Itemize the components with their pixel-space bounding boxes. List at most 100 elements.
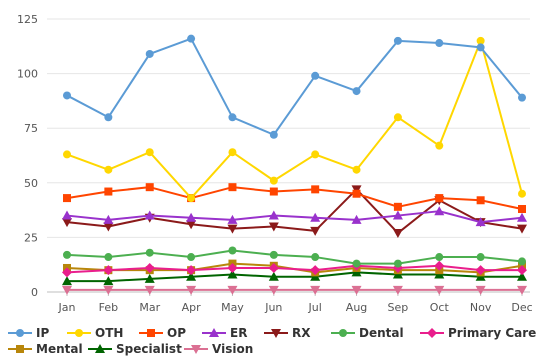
data-point-rx[interactable] — [62, 218, 72, 228]
legend-item-dental[interactable]: Dental — [331, 326, 404, 340]
data-point-op[interactable] — [145, 183, 154, 192]
data-point-ip[interactable] — [352, 87, 361, 96]
data-point-oth[interactable] — [228, 148, 237, 157]
data-point-oth[interactable] — [435, 141, 444, 150]
series-er[interactable] — [62, 206, 527, 227]
data-point-op[interactable] — [435, 194, 444, 203]
data-point-oth[interactable] — [187, 194, 196, 203]
data-point-primary-care[interactable] — [103, 265, 114, 276]
data-point-dental[interactable] — [518, 257, 526, 266]
data-point-op[interactable] — [352, 189, 361, 198]
data-point-primary-care[interactable] — [186, 265, 197, 276]
data-point-specialist[interactable] — [517, 271, 527, 281]
series-vision[interactable] — [62, 285, 527, 295]
legend-item-ip[interactable]: IP — [8, 326, 49, 340]
series-rx[interactable] — [62, 185, 527, 239]
data-point-op[interactable] — [393, 202, 402, 211]
series-dental[interactable] — [63, 246, 526, 268]
data-point-er[interactable] — [186, 212, 197, 222]
data-point-oth[interactable] — [311, 150, 320, 159]
series-ip[interactable] — [63, 34, 526, 139]
data-point-dental[interactable] — [104, 253, 113, 262]
data-point-dental[interactable] — [228, 246, 237, 255]
data-point-specialist[interactable] — [103, 276, 114, 286]
data-point-ip[interactable] — [393, 36, 402, 45]
data-point-vision[interactable] — [268, 285, 279, 295]
data-point-er[interactable] — [227, 214, 238, 224]
data-point-ip[interactable] — [228, 113, 237, 122]
data-point-er[interactable] — [392, 210, 403, 220]
data-point-vision[interactable] — [186, 285, 197, 295]
series-primary-care[interactable] — [62, 260, 527, 278]
data-point-rx[interactable] — [186, 220, 197, 230]
legend-item-primary-care[interactable]: Primary Care — [420, 326, 536, 340]
data-point-op[interactable] — [269, 187, 278, 196]
legend-item-vision[interactable]: Vision — [184, 342, 253, 356]
data-point-oth[interactable] — [476, 36, 485, 45]
data-point-rx[interactable] — [392, 229, 403, 239]
data-point-primary-care[interactable] — [310, 265, 321, 276]
data-point-primary-care[interactable] — [434, 260, 445, 271]
data-point-ip[interactable] — [435, 39, 444, 48]
data-point-vision[interactable] — [392, 285, 403, 295]
legend-item-specialist[interactable]: Specialist — [88, 342, 182, 356]
data-point-er[interactable] — [351, 214, 362, 224]
data-point-rx[interactable] — [517, 224, 527, 234]
data-point-specialist[interactable] — [144, 273, 155, 283]
data-point-oth[interactable] — [104, 165, 113, 174]
data-point-op[interactable] — [311, 185, 320, 194]
data-point-vision[interactable] — [144, 285, 155, 295]
data-point-vision[interactable] — [310, 285, 321, 295]
data-point-ip[interactable] — [518, 93, 526, 102]
data-point-er[interactable] — [517, 212, 527, 222]
data-point-dental[interactable] — [476, 253, 485, 262]
data-point-dental[interactable] — [352, 259, 361, 268]
data-point-ip[interactable] — [145, 49, 154, 58]
data-point-vision[interactable] — [227, 285, 238, 295]
data-point-oth[interactable] — [352, 165, 361, 174]
data-point-ip[interactable] — [476, 43, 485, 52]
legend-item-oth[interactable]: OTH — [67, 326, 123, 340]
data-point-rx[interactable] — [268, 222, 279, 232]
data-point-op[interactable] — [228, 183, 237, 192]
data-point-specialist[interactable] — [62, 276, 72, 286]
data-point-ip[interactable] — [63, 91, 71, 100]
data-point-er[interactable] — [310, 212, 321, 222]
data-point-dental[interactable] — [187, 253, 196, 262]
data-point-op[interactable] — [476, 196, 485, 205]
data-point-primary-care[interactable] — [517, 265, 527, 276]
series-specialist[interactable] — [62, 267, 527, 286]
data-point-er[interactable] — [475, 217, 486, 227]
data-point-er[interactable] — [144, 210, 155, 220]
data-point-rx[interactable] — [227, 224, 238, 234]
data-point-primary-care[interactable] — [227, 262, 238, 273]
data-point-specialist[interactable] — [186, 271, 197, 281]
data-point-primary-care[interactable] — [62, 267, 72, 278]
data-point-oth[interactable] — [518, 189, 526, 198]
legend-item-rx[interactable]: RX — [264, 326, 311, 340]
data-point-op[interactable] — [63, 194, 71, 203]
data-point-er[interactable] — [62, 210, 72, 220]
data-point-rx[interactable] — [103, 222, 114, 232]
data-point-specialist[interactable] — [268, 271, 279, 281]
data-point-er[interactable] — [103, 214, 114, 224]
data-point-vision[interactable] — [62, 285, 72, 295]
data-point-vision[interactable] — [351, 285, 362, 295]
data-point-op[interactable] — [104, 187, 113, 196]
legend-item-mental[interactable]: Mental — [8, 342, 83, 356]
data-point-op[interactable] — [518, 205, 526, 214]
data-point-vision[interactable] — [434, 285, 445, 295]
data-point-primary-care[interactable] — [268, 262, 279, 273]
data-point-oth[interactable] — [269, 176, 278, 185]
data-point-ip[interactable] — [311, 71, 320, 80]
data-point-vision[interactable] — [475, 285, 486, 295]
data-point-primary-care[interactable] — [475, 265, 486, 276]
data-point-dental[interactable] — [393, 259, 402, 268]
data-point-er[interactable] — [434, 206, 445, 216]
data-point-ip[interactable] — [104, 113, 113, 122]
legend-item-op[interactable]: OP — [139, 326, 186, 340]
series-oth[interactable] — [63, 36, 526, 203]
data-point-vision[interactable] — [103, 285, 114, 295]
data-point-dental[interactable] — [269, 250, 278, 259]
data-point-ip[interactable] — [269, 130, 278, 139]
